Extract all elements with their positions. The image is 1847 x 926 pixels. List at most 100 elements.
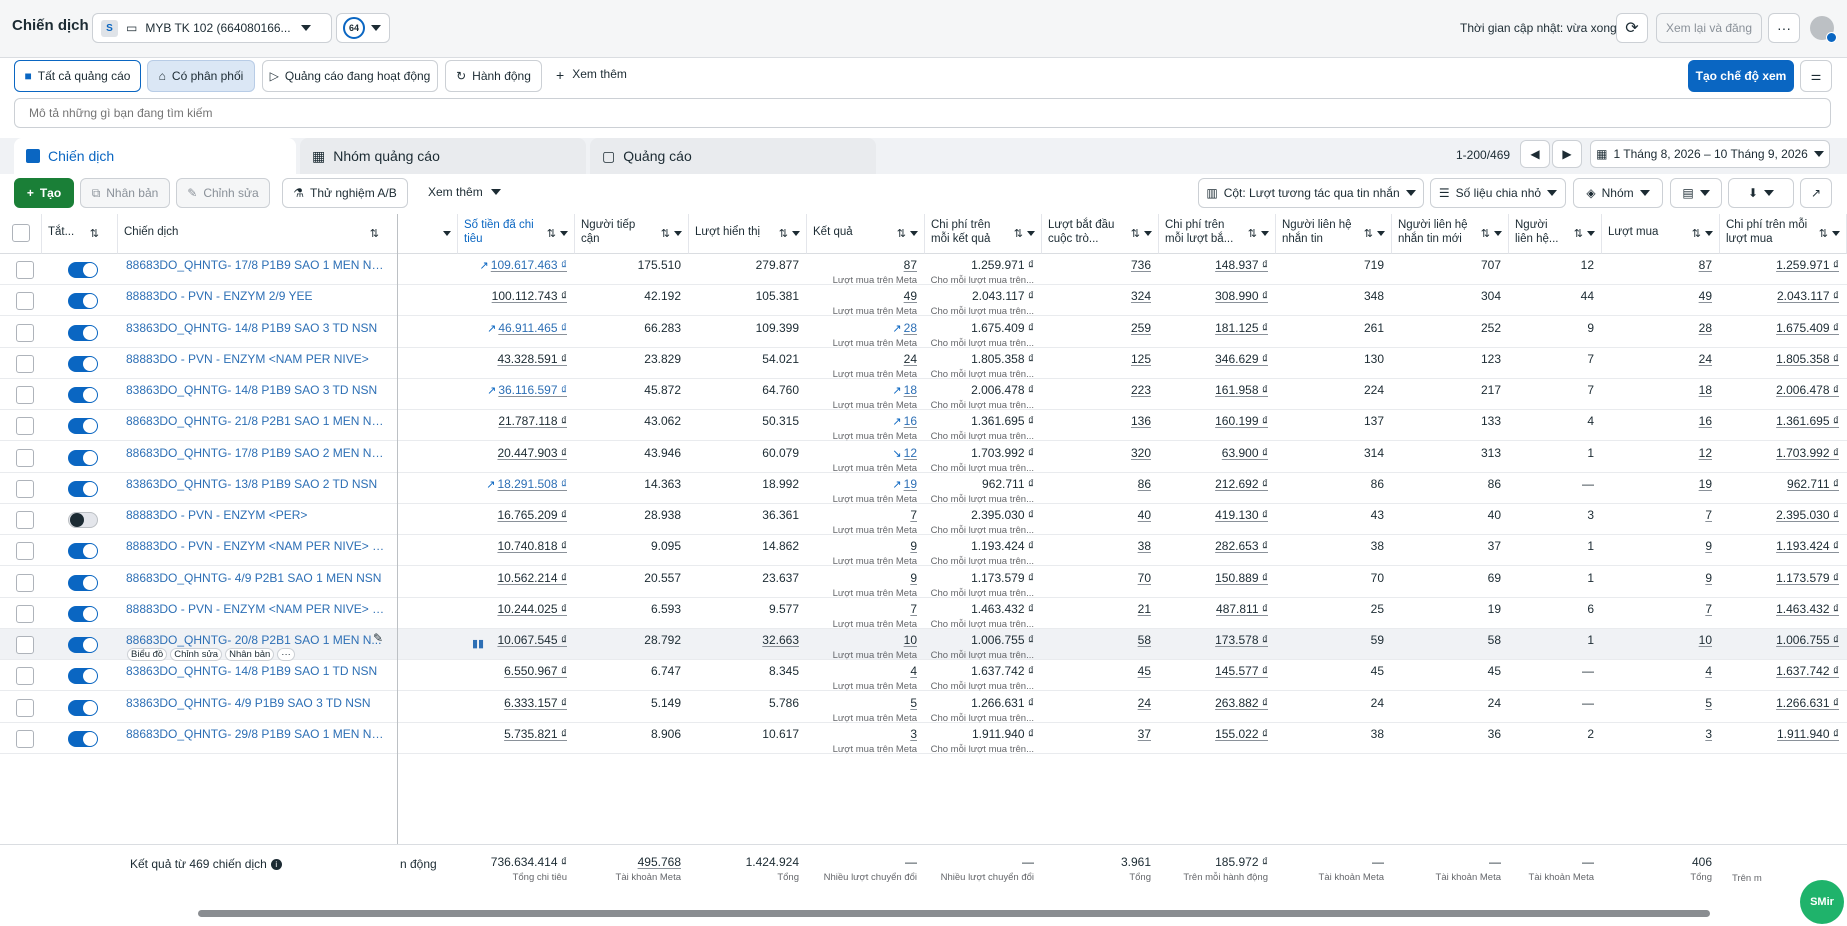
campaign-toggle[interactable] bbox=[68, 543, 98, 560]
campaign-name-link[interactable]: 83863DO_QHNTG- 13/8 P1B9 SAO 2 TD NSN bbox=[126, 476, 378, 491]
table-row[interactable]: 88883DO - PVN - ENZYM <NAM PER NIVE> - B… bbox=[0, 535, 1847, 567]
row-checkbox[interactable] bbox=[16, 542, 34, 561]
table-row[interactable]: 88883DO - PVN - ENZYM 2/9 YEE 100.112.743… bbox=[0, 285, 1847, 317]
row-checkbox[interactable] bbox=[16, 354, 34, 373]
column-header-toggle[interactable]: Tắt... ⇅ bbox=[42, 214, 118, 254]
bar-chart-icon[interactable]: ▮▮ bbox=[472, 638, 485, 650]
refresh-button[interactable]: ⟳ bbox=[1616, 13, 1648, 43]
table-row[interactable]: 88683DO_QHNTG- 20/8 P2B1 SAO 1 MEN N... B… bbox=[0, 629, 1847, 661]
row-checkbox[interactable] bbox=[16, 417, 34, 436]
filter-actions[interactable]: ↻ Hành động bbox=[445, 60, 542, 92]
campaign-toggle[interactable] bbox=[68, 355, 98, 372]
smir-widget[interactable]: SMir bbox=[1800, 880, 1844, 924]
campaign-name-link[interactable]: 88683DO_QHNTG- 4/9 P2B1 SAO 1 MEN NSN bbox=[126, 570, 382, 585]
row-checkbox[interactable] bbox=[16, 448, 34, 467]
row-checkbox[interactable] bbox=[16, 667, 34, 686]
column-header-impressions[interactable]: Lượt hiển thị ⇅ bbox=[689, 214, 807, 254]
row-duplicate-link[interactable]: Nhân bản bbox=[225, 648, 275, 661]
campaign-toggle[interactable] bbox=[68, 730, 98, 747]
search-input[interactable] bbox=[29, 106, 1830, 120]
prev-page-button[interactable]: ◀ bbox=[1520, 140, 1550, 168]
column-header-reach[interactable]: Người tiếp cận ⇅ bbox=[575, 214, 689, 254]
date-range-picker[interactable]: ▦ 1 Tháng 8, 2026 – 10 Tháng 9, 2026 bbox=[1590, 140, 1830, 168]
row-checkbox[interactable] bbox=[16, 729, 34, 748]
row-checkbox[interactable] bbox=[16, 573, 34, 592]
table-row[interactable]: 83863DO_QHNTG- 14/8 P1B9 SAO 3 TD NSN ↗ 46… bbox=[0, 317, 1847, 349]
review-publish-button[interactable]: Xem lại và đăng bbox=[1656, 13, 1762, 43]
table-row[interactable]: 88683DO_QHNTG- 4/9 P2B1 SAO 1 MEN NSN 10.… bbox=[0, 567, 1847, 599]
table-row[interactable]: 88883DO - PVN - ENZYM <NAM PER NIVE> 43.3… bbox=[0, 348, 1847, 380]
more-options-button[interactable]: ··· bbox=[1768, 13, 1800, 43]
campaign-name-link[interactable]: 83863DO_QHNTG- 14/8 P1B9 SAO 3 TD NSN bbox=[126, 383, 378, 397]
column-header-cost-per-result[interactable]: Chi phí trên mỗi kết quả ⇅ bbox=[925, 214, 1042, 254]
campaign-name-link[interactable]: 88683DO_QHNTG- 17/8 P1B9 SAO 2 MEN NSN bbox=[126, 445, 386, 460]
campaign-name-link[interactable]: 83863DO_QHNTG- 14/8 P1B9 SAO 3 TD NSN bbox=[126, 320, 378, 335]
campaign-toggle[interactable] bbox=[68, 668, 98, 685]
row-edit-link[interactable]: Chỉnh sửa bbox=[170, 648, 223, 661]
table-row[interactable]: 83863DO_QHNTG- 14/8 P1B9 SAO 3 TD NSN ↗ 36… bbox=[0, 379, 1847, 411]
create-button[interactable]: + Tạo bbox=[14, 178, 74, 208]
report-button[interactable]: ▤ bbox=[1670, 178, 1722, 208]
campaign-toggle[interactable] bbox=[68, 324, 98, 341]
column-header-spent[interactable]: Số tiền đã chi tiêu ⇅ bbox=[458, 214, 575, 254]
campaign-toggle[interactable] bbox=[68, 387, 98, 403]
column-header-returning[interactable]: Người liên hệ... ⇅ bbox=[1509, 214, 1602, 254]
column-header-conv-started[interactable]: Lượt bắt đầu cuộc trò... ⇅ bbox=[1042, 214, 1159, 254]
horizontal-scrollbar[interactable] bbox=[198, 910, 1710, 917]
export-button[interactable]: ⬇ bbox=[1728, 178, 1794, 208]
tab-campaigns[interactable]: Chiến dịch bbox=[14, 138, 296, 174]
column-header-campaign[interactable]: Chiến dịch ⇅ bbox=[118, 214, 398, 254]
campaign-name-link[interactable]: 88883DO - PVN - ENZYM 2/9 YEE bbox=[126, 289, 313, 304]
table-row[interactable]: 88683DO_QHNTG- 21/8 P2B1 SAO 1 MEN NSN 21… bbox=[0, 410, 1847, 442]
table-row[interactable]: 83863DO_QHNTG- 4/9 P1B9 SAO 3 TD NSN 6.33… bbox=[0, 692, 1847, 724]
campaign-name-link[interactable]: 88683DO_QHNTG- 17/8 P1B9 SAO 1 MEN NSN bbox=[126, 258, 386, 272]
table-row[interactable]: 88683DO_QHNTG- 17/8 P1B9 SAO 1 MEN NSN ↗ 1… bbox=[0, 254, 1847, 286]
column-header-cb[interactable] bbox=[0, 214, 42, 254]
campaign-name-link[interactable]: 88883DO - PVN - ENZYM <NAM PER NIVE> bbox=[126, 351, 369, 366]
column-header-new-msg-contacts[interactable]: Người liên hệ nhắn tin mới ⇅ bbox=[1392, 214, 1509, 254]
campaign-toggle[interactable] bbox=[68, 418, 98, 435]
search-box[interactable] bbox=[14, 98, 1831, 128]
chart-toggle-button[interactable]: ↗ bbox=[1800, 178, 1832, 208]
campaign-name-link[interactable]: 83863DO_QHNTG- 14/8 P1B9 SAO 1 TD NSN bbox=[126, 664, 378, 679]
tab-ads[interactable]: ▢ Quảng cáo bbox=[590, 138, 876, 174]
row-checkbox[interactable] bbox=[16, 698, 34, 717]
select-all-checkbox[interactable] bbox=[12, 224, 30, 242]
row-checkbox[interactable] bbox=[16, 386, 34, 404]
filter-all-ads[interactable]: ■ Tất cả quảng cáo bbox=[14, 60, 141, 92]
create-view-button[interactable]: Tạo chế độ xem bbox=[1688, 60, 1794, 92]
duplicate-button[interactable]: ⧉ Nhân bản bbox=[80, 178, 170, 208]
campaign-name-link[interactable]: 83863DO_QHNTG- 4/9 P1B9 SAO 3 TD NSN bbox=[126, 695, 371, 710]
table-row[interactable]: 88883DO - PVN - ENZYM <NAM PER NIVE> - B… bbox=[0, 598, 1847, 630]
row-checkbox[interactable] bbox=[16, 261, 34, 279]
campaign-name-link[interactable]: 88883DO - PVN - ENZYM <NAM PER NIVE> - B… bbox=[126, 601, 386, 616]
row-checkbox[interactable] bbox=[16, 604, 34, 623]
campaign-toggle[interactable] bbox=[68, 480, 98, 497]
tab-ad-sets[interactable]: ▦ Nhóm quảng cáo bbox=[300, 138, 586, 174]
view-settings-button[interactable]: ⚌ bbox=[1800, 60, 1832, 92]
next-page-button[interactable]: ▶ bbox=[1552, 140, 1582, 168]
pencil-icon[interactable]: ✎ bbox=[373, 631, 384, 645]
edit-button[interactable]: ✎ Chỉnh sửa bbox=[176, 178, 270, 208]
campaign-toggle[interactable] bbox=[68, 262, 98, 278]
campaign-name-link[interactable]: 88883DO - PVN - ENZYM <PER> bbox=[126, 508, 308, 522]
filter-active-ads[interactable]: ▷ Quảng cáo đang hoạt động bbox=[262, 60, 438, 92]
campaign-toggle[interactable] bbox=[68, 512, 98, 528]
table-row[interactable]: 83863DO_QHNTG- 13/8 P1B9 SAO 2 TD NSN ↗ 18… bbox=[0, 473, 1847, 505]
columns-button[interactable]: ▥ Cột: Lượt tương tác qua tin nhắn bbox=[1198, 178, 1424, 208]
table-row[interactable]: 88683DO_QHNTG- 29/8 P1B9 SAO 1 MEN NSN 5.… bbox=[0, 723, 1847, 755]
campaign-name-link[interactable]: 88683DO_QHNTG- 21/8 P2B1 SAO 1 MEN NSN bbox=[126, 414, 386, 429]
column-header-purchases[interactable]: Lượt mua ⇅ bbox=[1602, 214, 1720, 254]
campaign-toggle[interactable] bbox=[68, 699, 98, 716]
row-checkbox[interactable] bbox=[16, 292, 34, 311]
row-chart-link[interactable]: Biểu đồ bbox=[127, 648, 168, 661]
campaign-toggle[interactable] bbox=[68, 449, 98, 466]
row-checkbox[interactable] bbox=[16, 636, 34, 654]
row-checkbox[interactable] bbox=[16, 323, 34, 342]
ab-test-button[interactable]: ⚗ Thử nghiệm A/B bbox=[282, 178, 408, 208]
campaign-toggle[interactable] bbox=[68, 574, 98, 591]
row-checkbox[interactable] bbox=[16, 511, 34, 529]
filter-delivered[interactable]: ⌂ Có phân phối bbox=[147, 60, 255, 92]
campaign-name-link[interactable]: 88883DO - PVN - ENZYM <NAM PER NIVE> - B… bbox=[126, 539, 386, 554]
toolbar-see-more[interactable]: Xem thêm bbox=[428, 185, 501, 199]
